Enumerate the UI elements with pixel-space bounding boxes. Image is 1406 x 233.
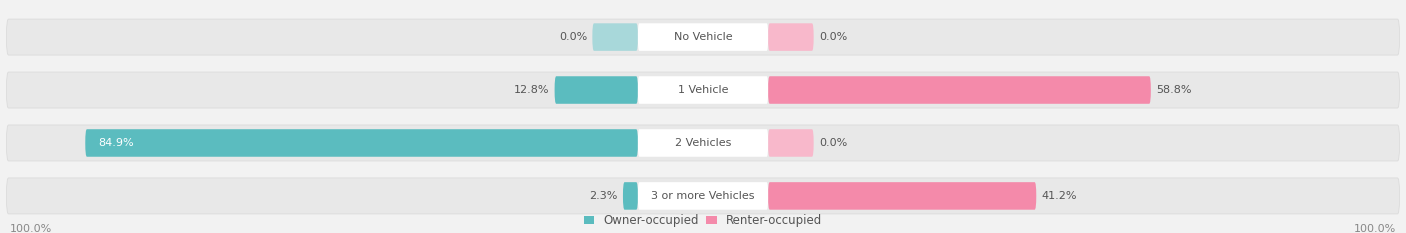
FancyBboxPatch shape: [7, 19, 1399, 55]
Text: 100.0%: 100.0%: [10, 224, 52, 233]
Text: 58.8%: 58.8%: [1156, 85, 1191, 95]
FancyBboxPatch shape: [7, 125, 1399, 161]
FancyBboxPatch shape: [86, 129, 638, 157]
Legend: Owner-occupied, Renter-occupied: Owner-occupied, Renter-occupied: [583, 214, 823, 227]
Text: 1 Vehicle: 1 Vehicle: [678, 85, 728, 95]
Text: 12.8%: 12.8%: [513, 85, 550, 95]
Text: 3 or more Vehicles: 3 or more Vehicles: [651, 191, 755, 201]
FancyBboxPatch shape: [768, 76, 1152, 104]
Text: No Vehicle: No Vehicle: [673, 32, 733, 42]
FancyBboxPatch shape: [638, 23, 768, 51]
Text: 100.0%: 100.0%: [1354, 224, 1396, 233]
FancyBboxPatch shape: [554, 76, 638, 104]
FancyBboxPatch shape: [7, 178, 1399, 214]
Text: 0.0%: 0.0%: [818, 138, 846, 148]
FancyBboxPatch shape: [638, 182, 768, 210]
FancyBboxPatch shape: [768, 23, 814, 51]
Text: 84.9%: 84.9%: [98, 138, 134, 148]
FancyBboxPatch shape: [592, 23, 638, 51]
Text: 0.0%: 0.0%: [560, 32, 588, 42]
FancyBboxPatch shape: [768, 129, 814, 157]
FancyBboxPatch shape: [623, 182, 638, 210]
Text: 2.3%: 2.3%: [589, 191, 617, 201]
FancyBboxPatch shape: [7, 72, 1399, 108]
FancyBboxPatch shape: [638, 76, 768, 104]
FancyBboxPatch shape: [768, 182, 1036, 210]
Text: 2 Vehicles: 2 Vehicles: [675, 138, 731, 148]
Text: 0.0%: 0.0%: [818, 32, 846, 42]
FancyBboxPatch shape: [638, 129, 768, 157]
Text: 41.2%: 41.2%: [1042, 191, 1077, 201]
